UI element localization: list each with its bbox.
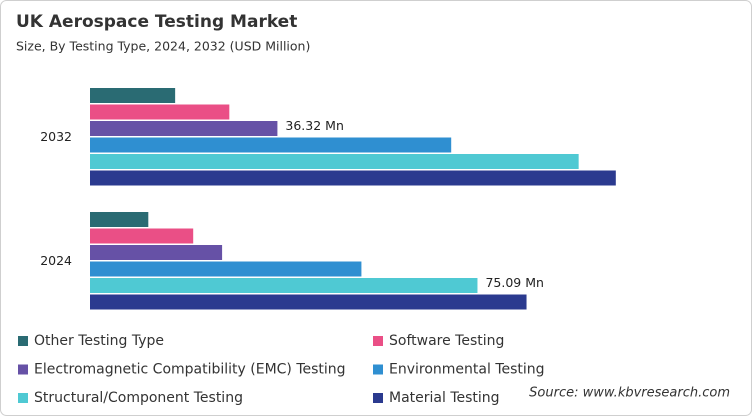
bar <box>90 245 223 260</box>
legend-label: Environmental Testing <box>389 362 545 378</box>
legend-label: Material Testing <box>389 390 500 406</box>
bar <box>90 278 478 293</box>
bar <box>90 88 176 103</box>
bar <box>90 170 616 186</box>
bar <box>90 294 527 310</box>
legend-label: Other Testing Type <box>34 333 164 349</box>
bar <box>90 121 278 136</box>
legend-swatch <box>18 336 28 346</box>
bar <box>90 104 230 120</box>
y-tick-label: 2032 <box>40 129 72 144</box>
y-tick-label: 2024 <box>40 253 72 268</box>
chart-subtitle: Size, By Testing Type, 2024, 2032 (USD M… <box>16 39 310 54</box>
legend-swatch <box>18 393 28 403</box>
bar <box>90 228 194 244</box>
legend-swatch <box>373 364 383 375</box>
bar <box>90 261 362 277</box>
legend-swatch <box>373 393 383 403</box>
bar <box>90 212 149 227</box>
legend-swatch <box>373 336 383 346</box>
bar <box>90 154 579 169</box>
chart-title: UK Aerospace Testing Market <box>16 12 297 32</box>
source: Source: www.kbvresearch.com <box>529 386 730 401</box>
legend-label: Structural/Component Testing <box>34 390 243 406</box>
data-label: 75.09 Mn <box>485 275 543 290</box>
legend-swatch <box>18 364 28 375</box>
bar <box>90 137 452 153</box>
data-label: 36.32 Mn <box>285 118 343 133</box>
legend-label: Electromagnetic Compatibility (EMC) Test… <box>34 362 346 378</box>
legend-label: Software Testing <box>389 333 504 349</box>
